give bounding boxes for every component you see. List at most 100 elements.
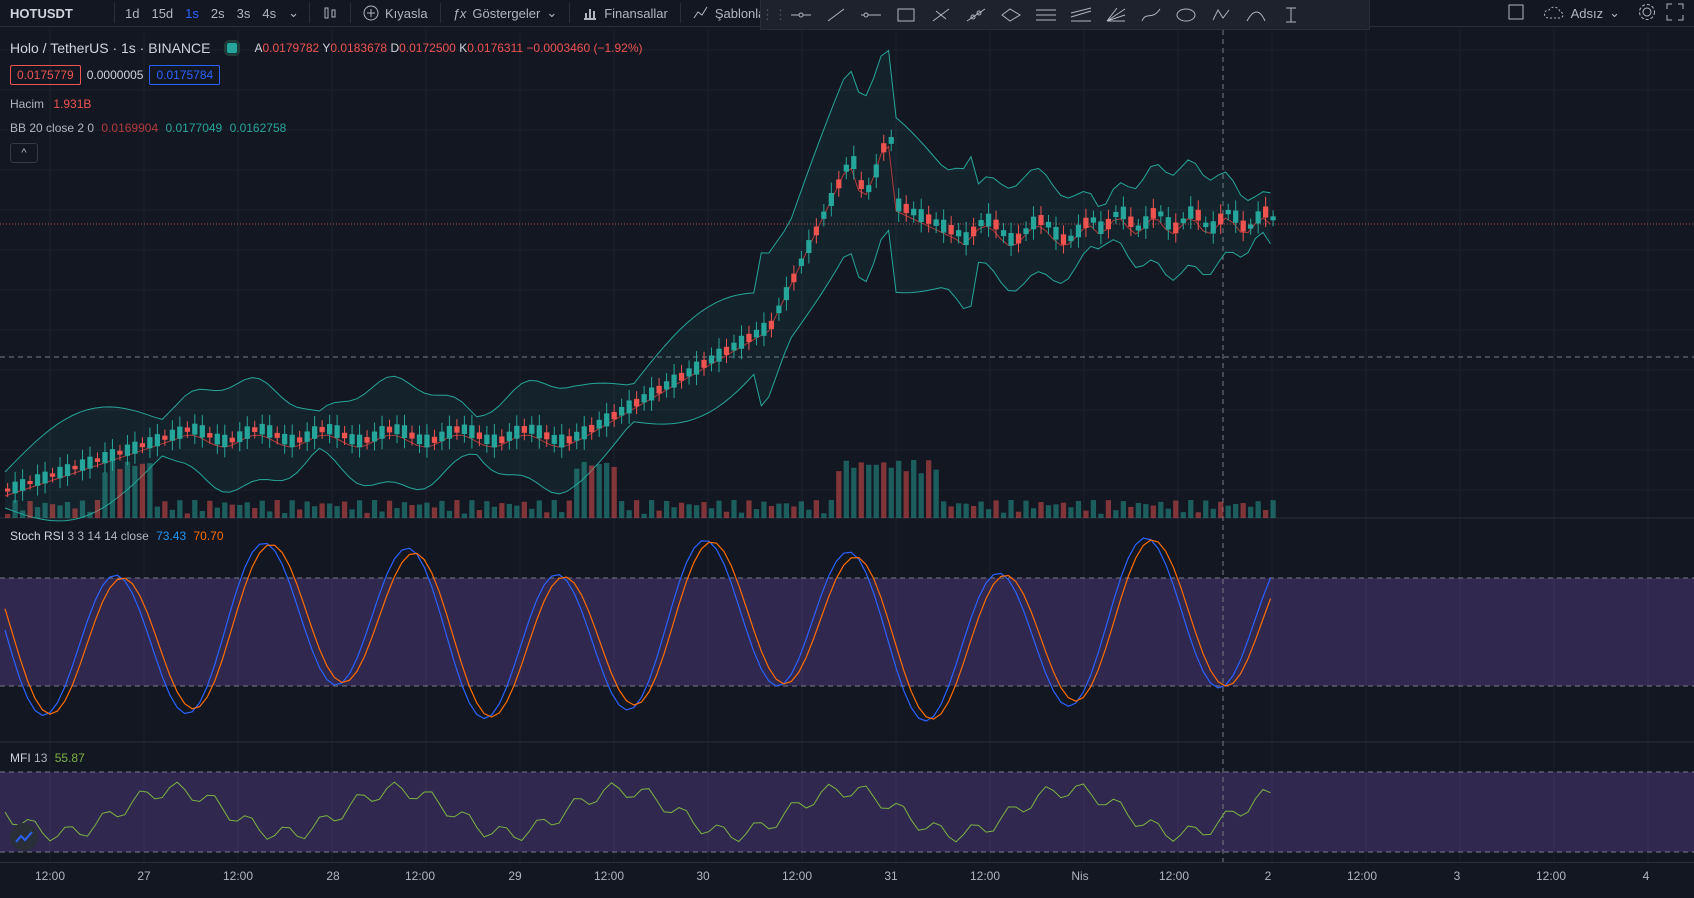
candle-body — [259, 423, 265, 435]
volume-bar — [821, 513, 827, 518]
mfi-legend[interactable]: MFI 13 55.87 — [10, 751, 85, 765]
horizontal-ray-icon[interactable] — [785, 3, 816, 27]
extended-line-icon[interactable] — [960, 3, 991, 27]
fullscreen-box-icon[interactable] — [1507, 3, 1525, 24]
ray-icon[interactable] — [925, 3, 956, 27]
path-icon[interactable] — [995, 3, 1026, 27]
candle-body — [27, 480, 33, 485]
stoch-legend[interactable]: Stoch RSI 3 3 14 14 close 73.43 70.70 — [10, 529, 224, 543]
volume-bar — [1030, 508, 1037, 518]
bb-label: BB 20 close 2 0 — [10, 121, 95, 135]
volume-bar — [761, 501, 767, 518]
volume-bar — [1000, 512, 1007, 518]
horizontal-line-icon[interactable] — [855, 3, 886, 27]
timeframe-2s[interactable]: 2s — [210, 5, 225, 21]
candle-body — [1030, 216, 1037, 230]
rectangle-icon[interactable] — [890, 3, 921, 27]
close-label: K — [459, 41, 468, 55]
volume-bar — [1188, 500, 1194, 518]
pattern-icon[interactable] — [1205, 3, 1236, 27]
candle-body — [319, 426, 325, 433]
layout-button[interactable]: Adsız ⌄ — [1535, 5, 1628, 21]
brush-icon[interactable] — [1135, 3, 1166, 27]
candle-body — [237, 431, 243, 443]
candle-body — [604, 413, 610, 427]
volume-bar — [184, 513, 190, 518]
drag-handle-icon[interactable]: ⋮⋮ — [761, 6, 787, 22]
collapse-legend-button[interactable]: ^ — [10, 143, 38, 163]
tradingview-logo-icon[interactable] — [10, 823, 38, 851]
volume-bar — [72, 508, 78, 518]
candle-body — [551, 434, 557, 444]
candle-body — [933, 219, 939, 226]
chart-canvas[interactable] — [0, 30, 1694, 862]
volume-bar — [536, 500, 542, 518]
trend-line-icon[interactable] — [820, 3, 851, 27]
volume-bar — [604, 462, 610, 518]
candle-body — [843, 164, 849, 172]
volume-bar — [102, 472, 108, 518]
volume-bar — [1008, 500, 1014, 518]
gann-fan-icon[interactable] — [1100, 3, 1131, 27]
candle-body — [1008, 233, 1014, 246]
volume-bar — [282, 513, 288, 518]
volume-bar — [1075, 500, 1082, 518]
chevron-down-icon[interactable]: ⌄ — [288, 5, 300, 20]
volume-label: Hacim — [10, 97, 45, 111]
candle-body — [1023, 228, 1029, 235]
timeframe-15d[interactable]: 15d — [151, 5, 174, 21]
ask-button[interactable]: 0.0175784 — [149, 65, 221, 85]
volume-bar — [1270, 500, 1276, 518]
candle-body — [1263, 206, 1269, 218]
volume-bar — [1113, 510, 1119, 518]
candle-body — [1098, 221, 1104, 235]
volume-bar — [5, 514, 11, 518]
bid-button[interactable]: 0.0175779 — [10, 65, 81, 85]
candle-body — [858, 180, 864, 190]
fib-retracement-icon[interactable] — [1030, 3, 1061, 27]
volume-bar — [1015, 511, 1022, 518]
volume-bar — [843, 460, 849, 518]
candle-body — [87, 456, 93, 469]
ellipse-icon[interactable] — [1170, 3, 1201, 27]
bb-lower-line — [4, 229, 1271, 522]
low-label: D — [390, 41, 400, 55]
candle-body — [341, 432, 348, 439]
candle-body — [693, 361, 700, 375]
candle-body — [738, 335, 745, 349]
templates-button[interactable]: Şablonla — [685, 5, 774, 21]
candle-body — [596, 419, 602, 429]
measure-icon[interactable] — [1275, 3, 1306, 27]
bb-upper: 0.0177049 — [165, 121, 223, 135]
timeframe-1d[interactable]: 1d — [125, 5, 140, 21]
stoch-d-line — [4, 539, 1272, 720]
volume-bar — [836, 471, 842, 518]
volume-bar — [589, 465, 595, 518]
chart-type-button[interactable] — [314, 5, 346, 21]
financials-button[interactable]: Finansallar — [574, 5, 676, 21]
symbol-search-button[interactable]: HOTUSDT — [10, 5, 73, 21]
timeframe-3s[interactable]: 3s — [236, 5, 251, 21]
fib-channel-icon[interactable] — [1065, 3, 1096, 27]
candle-body — [379, 426, 385, 439]
indicators-button[interactable]: ƒx Göstergeler ⌄ — [445, 5, 566, 21]
timeframe-1s[interactable]: 1s — [185, 5, 199, 21]
candle-body — [963, 232, 969, 246]
volume-legend[interactable]: Hacim 1.931B — [10, 97, 91, 111]
volume-bar — [693, 505, 700, 518]
candle-body — [1060, 234, 1067, 245]
gear-icon[interactable] — [1638, 3, 1656, 24]
candle-body — [252, 427, 258, 433]
compare-button[interactable]: Kıyasla — [355, 5, 436, 21]
mfi-line — [4, 781, 1271, 843]
fullscreen-icon[interactable] — [1666, 3, 1684, 24]
timeframe-4s[interactable]: 4s — [262, 5, 277, 21]
candle-body — [581, 426, 587, 440]
bb-legend[interactable]: BB 20 close 2 0 0.0169904 0.0177049 0.01… — [10, 121, 286, 135]
layout-name: Adsız — [1570, 5, 1604, 21]
time-tick: 4 — [1642, 869, 1650, 883]
volume-bar — [484, 501, 490, 518]
arc-icon[interactable] — [1240, 3, 1271, 27]
volume-bar — [888, 467, 894, 518]
time-axis[interactable]: 12:00 27 12:00 28 12:00 29 12:00 30 12:00 31 12:00… — [0, 862, 1694, 889]
